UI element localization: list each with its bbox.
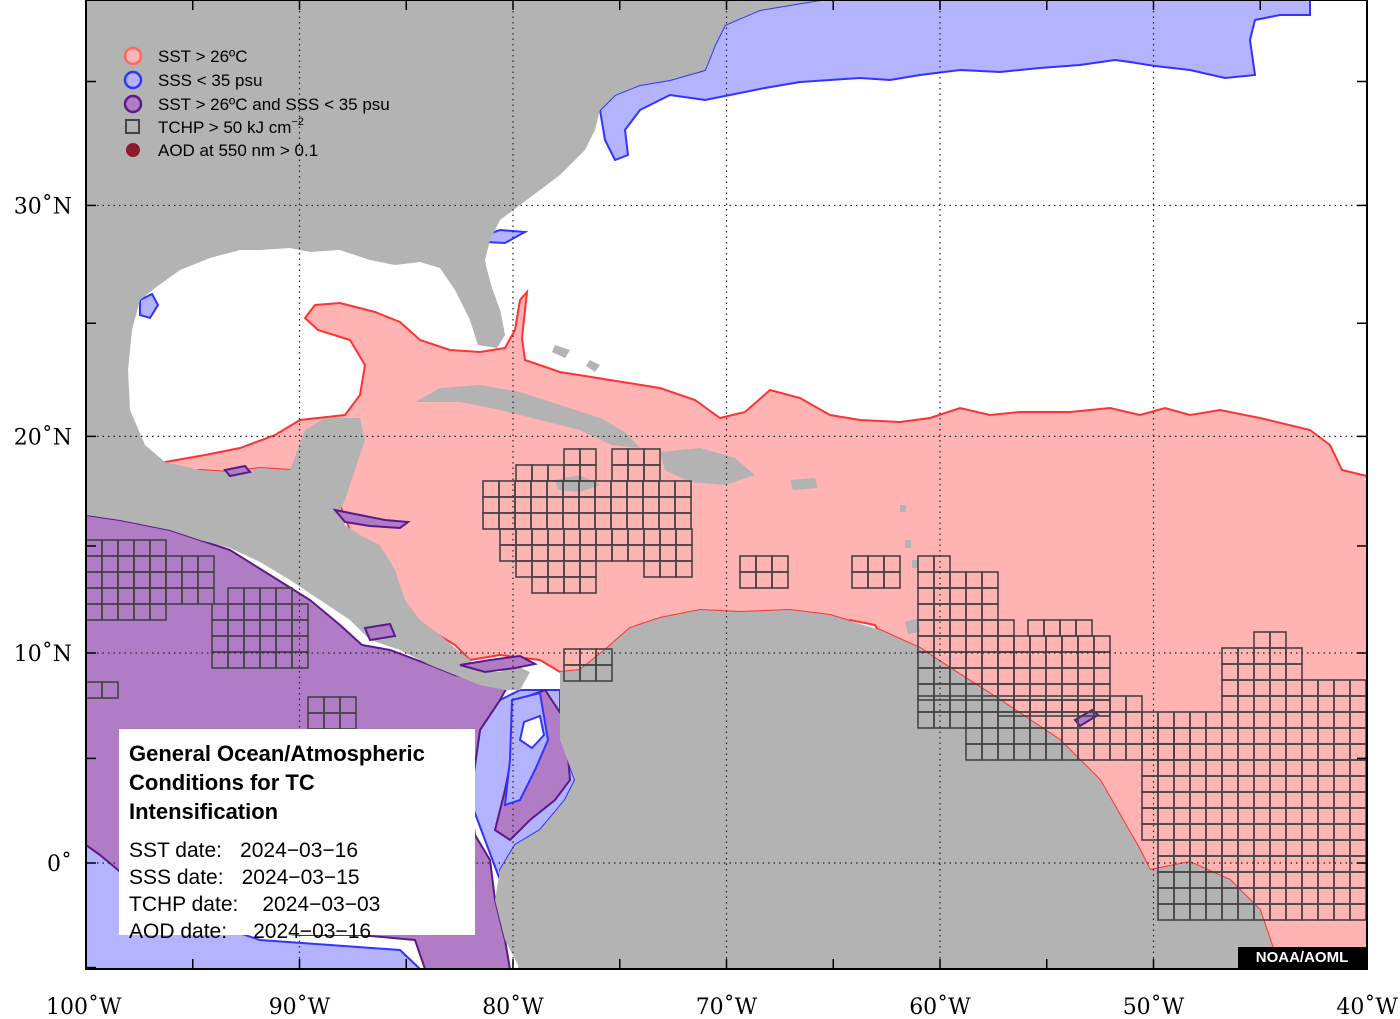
graticule bbox=[86, 0, 1367, 969]
tchp-cell bbox=[579, 576, 597, 594]
tchp-cell bbox=[579, 464, 597, 482]
tchp-cell bbox=[675, 560, 693, 578]
legend-symbol-aod bbox=[126, 143, 140, 157]
tchp-cell bbox=[275, 587, 293, 605]
land-south-america bbox=[495, 610, 1280, 969]
x-tick-label: 70˚W bbox=[696, 993, 758, 1019]
legend-symbol-tchp bbox=[125, 119, 140, 134]
both-strip-gulf bbox=[223, 464, 252, 478]
sss-region-north bbox=[598, 0, 1311, 162]
land-north-america bbox=[86, 0, 820, 690]
land-puerto-rico bbox=[790, 478, 818, 490]
land-trinidad bbox=[905, 618, 920, 634]
tchp-cell bbox=[883, 571, 901, 589]
tchp-cell bbox=[595, 664, 613, 682]
tchp-cell bbox=[643, 464, 661, 482]
land-yucatan bbox=[290, 418, 365, 510]
ocean-hole-colombia bbox=[518, 714, 546, 750]
tchp-cell bbox=[197, 587, 215, 605]
land-florida bbox=[465, 262, 505, 348]
x-tick-label: 40˚W bbox=[1336, 993, 1398, 1019]
legend-symbol-sst bbox=[123, 46, 143, 66]
both-strip-honduras bbox=[332, 508, 411, 530]
legend-symbol-sss bbox=[123, 70, 143, 90]
y-tick-label: 10˚N bbox=[14, 640, 72, 667]
legend-label-aod: AOD at 550 nm > 0.1 bbox=[158, 141, 318, 160]
y-tick-label: 0˚ bbox=[47, 850, 72, 877]
x-tick-label: 100˚W bbox=[46, 993, 122, 1019]
info-title-line2: Conditions for TC Intensification bbox=[129, 770, 315, 824]
y-tick-label: 20˚N bbox=[14, 423, 72, 450]
tchp-grid bbox=[86, 448, 1367, 921]
x-axis-labels: 100˚W 90˚W 80˚W 70˚W 60˚W 50˚W 40˚W bbox=[46, 993, 1398, 1019]
info-dates: SST date: 2024−03−16 SSS date: 2024−03−15 … bbox=[129, 837, 465, 945]
tchp-cell bbox=[291, 651, 309, 669]
y-tick-label: 30˚N bbox=[14, 192, 72, 219]
sss-patch-texas bbox=[139, 292, 160, 320]
x-tick-label: 60˚W bbox=[909, 993, 971, 1019]
land-hispaniola bbox=[660, 448, 755, 485]
sss-date-row: SSS date: 2024−03−15 bbox=[129, 866, 360, 889]
legend: SST > 26ºC SSS < 35 psu SST > 26ºC and S… bbox=[123, 46, 390, 160]
tchp-cell bbox=[1075, 619, 1093, 637]
tchp-cell bbox=[101, 681, 119, 699]
both-strip-panama bbox=[459, 654, 538, 674]
land-lesser-antilles bbox=[900, 505, 918, 568]
sst-region bbox=[163, 288, 1367, 969]
tchp-cell bbox=[1269, 631, 1287, 649]
tchp-cell bbox=[771, 571, 789, 589]
legend-label-sst: SST > 26ºC bbox=[158, 47, 248, 66]
legend-label-sss: SSS < 35 psu bbox=[158, 71, 262, 90]
both-strip-nicaragua bbox=[363, 622, 397, 642]
x-tick-label: 90˚W bbox=[269, 993, 331, 1019]
x-tick-label: 50˚W bbox=[1123, 993, 1185, 1019]
x-tick-label: 80˚W bbox=[482, 993, 544, 1019]
sst-date-row: SST date: 2024−03−16 bbox=[129, 839, 359, 862]
legend-label-both: SST > 26ºC and SSS < 35 psu bbox=[158, 95, 390, 114]
legend-symbol-both bbox=[123, 94, 143, 114]
credit-badge: NOAA/AOML bbox=[1238, 947, 1366, 969]
land-jamaica bbox=[555, 475, 600, 492]
aod-date-row: AOD date: 2024−03−16 bbox=[129, 920, 372, 943]
land-bahamas bbox=[552, 345, 600, 372]
land-cuba bbox=[415, 385, 640, 448]
info-box: General Ocean/Atmospheric Conditions for… bbox=[119, 729, 475, 943]
info-title: General Ocean/Atmospheric Conditions for… bbox=[129, 739, 465, 826]
info-title-line1: General Ocean/Atmospheric bbox=[129, 741, 425, 766]
tchp-date-row: TCHP date: 2024−03−03 bbox=[129, 893, 381, 916]
y-axis-labels: 40˚N30˚N20˚N10˚N0˚ bbox=[14, 192, 72, 877]
legend-label-tchp: TCHP > 50 kJ cm−2 bbox=[158, 116, 304, 137]
